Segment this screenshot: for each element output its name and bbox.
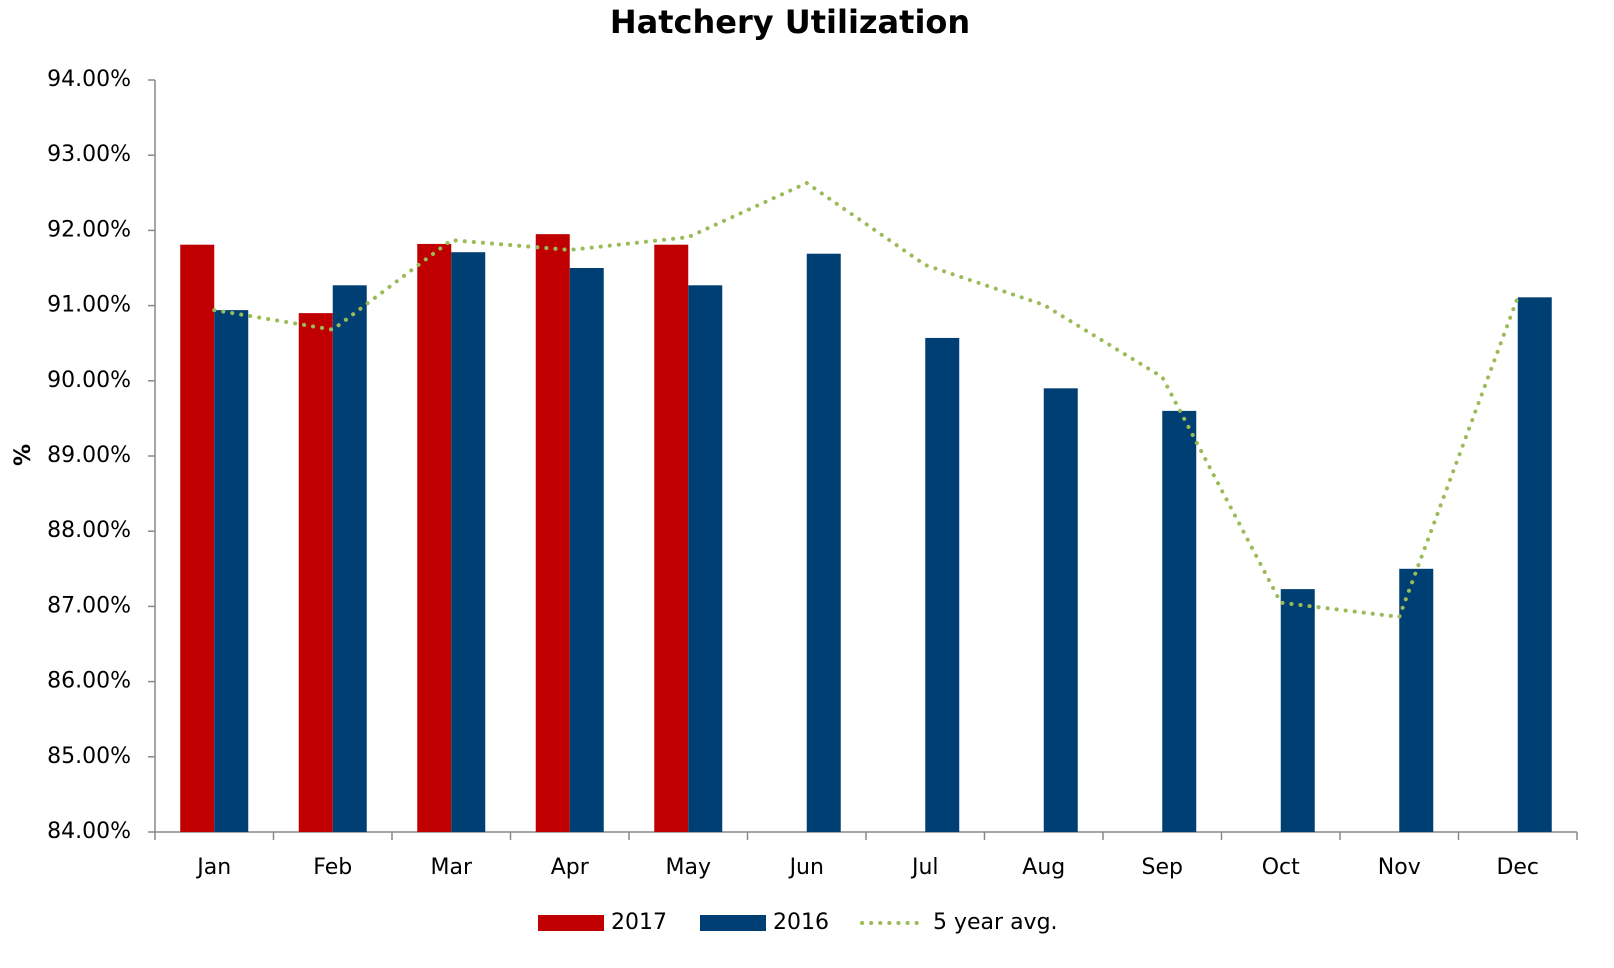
bar <box>535 234 570 832</box>
x-tick-label: Mar <box>430 855 472 880</box>
y-tick-label: 89.00% <box>47 443 131 468</box>
y-tick-label: 94.00% <box>47 67 131 92</box>
bar <box>654 244 689 833</box>
y-tick-label: 92.00% <box>47 217 131 242</box>
legend-label: 2017 <box>611 910 667 935</box>
bar <box>180 244 215 833</box>
bar <box>1043 388 1078 832</box>
x-tick-label: Apr <box>551 855 590 880</box>
bar <box>214 310 249 832</box>
bar <box>1280 589 1315 832</box>
y-tick-label: 86.00% <box>47 669 131 694</box>
bar <box>1162 410 1197 832</box>
bar <box>925 337 960 832</box>
y-tick-label: 87.00% <box>47 593 131 618</box>
x-tick-label: Jan <box>195 855 231 880</box>
bar <box>417 243 452 832</box>
y-tick-label: 93.00% <box>47 142 131 167</box>
legend-label: 2016 <box>773 910 829 935</box>
x-tick-label: Jul <box>910 855 939 880</box>
x-tick-label: May <box>666 855 711 880</box>
x-tick-label: Jun <box>788 855 824 880</box>
x-tick-label: Nov <box>1378 855 1421 880</box>
y-tick-label: 88.00% <box>47 518 131 543</box>
y-axis-label: % <box>11 444 36 466</box>
y-tick-label: 85.00% <box>47 744 131 769</box>
bar <box>1517 297 1552 832</box>
bar <box>569 268 604 832</box>
bar <box>451 252 486 832</box>
bar <box>806 253 841 832</box>
line <box>212 180 1520 620</box>
legend-swatch <box>538 915 604 931</box>
chart-title: Hatchery Utilization <box>610 3 970 41</box>
y-tick-label: 90.00% <box>47 368 131 393</box>
bar <box>688 285 723 832</box>
x-tick-label: Aug <box>1022 855 1065 880</box>
x-tick-label: Dec <box>1496 855 1539 880</box>
bar <box>332 285 367 832</box>
legend-label: 5 year avg. <box>933 910 1058 935</box>
bar <box>1399 568 1434 832</box>
bar <box>298 313 333 832</box>
x-tick-label: Sep <box>1142 855 1183 880</box>
x-tick-label: Oct <box>1262 855 1300 880</box>
x-tick-label: Feb <box>313 855 352 880</box>
y-tick-label: 84.00% <box>47 819 131 844</box>
legend-swatch <box>700 915 766 931</box>
y-tick-label: 91.00% <box>47 293 131 318</box>
